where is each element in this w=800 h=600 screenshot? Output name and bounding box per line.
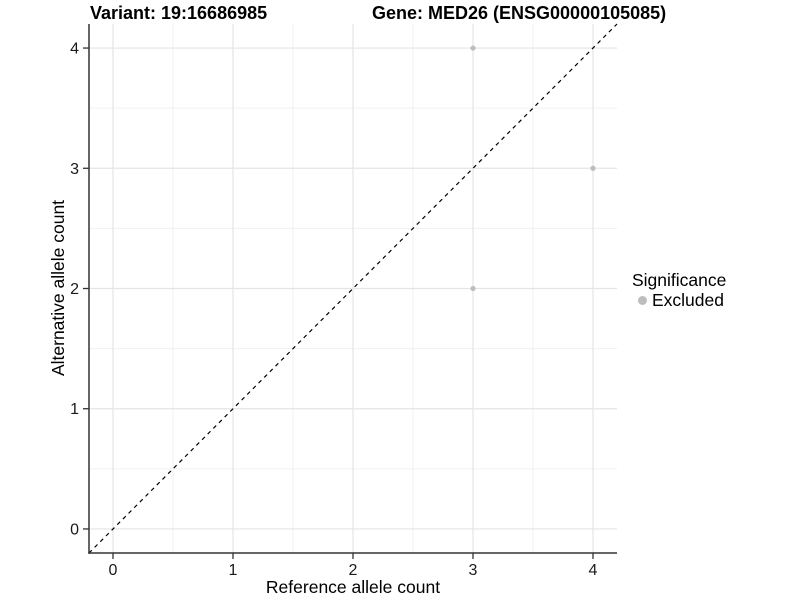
legend-entry-label: Excluded <box>652 290 724 310</box>
y-tick-label: 2 <box>70 281 79 298</box>
plot-title-variant: Variant: 19:16686985 <box>90 3 268 23</box>
y-tick-label: 0 <box>70 521 79 538</box>
y-tick-label: 1 <box>70 401 79 418</box>
data-point <box>470 285 476 292</box>
plot-panel: 0 1 2 3 4 0 1 2 3 4 <box>70 23 618 579</box>
x-tick-label: 1 <box>229 562 238 579</box>
x-tick-label: 3 <box>469 562 478 579</box>
legend-title: Significance <box>632 270 727 290</box>
legend: Significance Excluded <box>632 271 726 310</box>
plot-title-gene: Gene: MED26 (ENSG00000105085) <box>372 3 667 23</box>
data-point <box>470 45 476 51</box>
x-tick-label: 4 <box>589 562 598 579</box>
data-point <box>590 165 596 171</box>
legend-key-dot-icon <box>638 296 647 305</box>
y-tick-label: 3 <box>70 161 79 178</box>
legend-entry: Excluded <box>632 291 726 310</box>
y-axis-title: Alternative allele count <box>48 200 68 376</box>
x-tick-label: 2 <box>349 562 358 579</box>
x-tick-label: 0 <box>109 562 118 579</box>
x-axis-title: Reference allele count <box>266 577 440 597</box>
y-tick-label: 4 <box>70 41 79 58</box>
